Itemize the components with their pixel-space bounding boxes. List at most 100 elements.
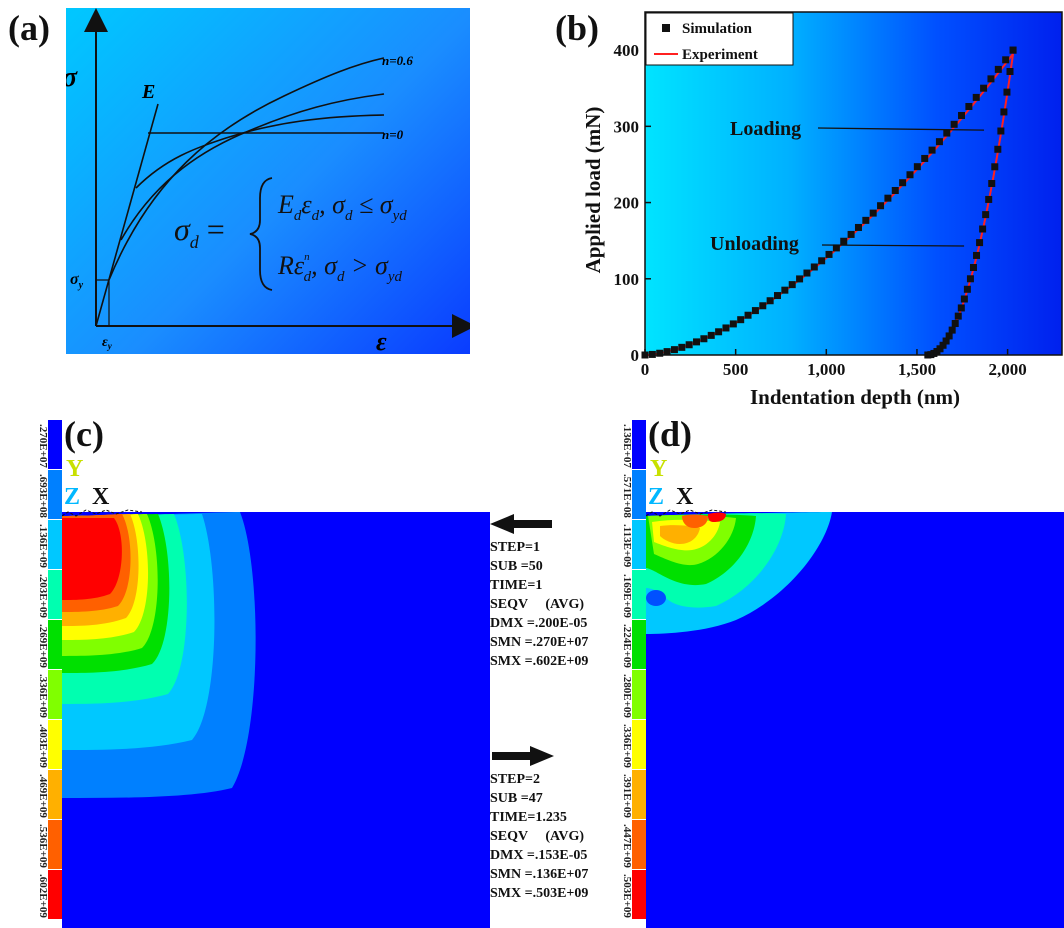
x-tick-label: 500 [723, 360, 749, 379]
colorbar-tick-label: .336E+09 [621, 724, 633, 768]
triad-y-label: Y [650, 456, 667, 482]
panel-b-label: (b) [555, 8, 599, 48]
colorbar-tick-label: .224E+09 [621, 624, 633, 668]
panel-d-label: (d) [648, 414, 692, 454]
simulation-loading-point [921, 154, 929, 162]
colorbar-tick-label: .136E+09 [37, 524, 49, 568]
colorbar-tick-label: .136E+07 [621, 424, 633, 468]
colorbar-tick-label: .693E+08 [37, 474, 49, 518]
simulation-loading-point [751, 307, 759, 315]
unloading-annotation-leader [821, 244, 965, 247]
simulation-loading-point [722, 324, 730, 332]
simulation-loading-point [759, 302, 767, 310]
simulation-unloading-point [985, 195, 993, 203]
x-tick-label: 0 [641, 360, 650, 379]
simulation-loading-point [810, 263, 818, 271]
step2-line-5: SMN =.136E+07 [490, 867, 589, 882]
load-depth-chart: 0 500 1,000 1,500 2,000 0 100 200 300 400 Loading… [581, 11, 1063, 409]
colorbar-c: .270E+07 .693E+08 .136E+09 .203E+09 .269E+09… [37, 420, 62, 919]
sigma-axis-label: σ [66, 62, 78, 93]
triad-y-label: Y [66, 456, 83, 482]
triad-x-label: X [676, 484, 694, 510]
colorbar-tick-label: .336E+09 [37, 674, 49, 718]
colorbar-tick-label: .403E+09 [37, 724, 49, 768]
loading-annotation-label: Loading [730, 118, 801, 140]
simulation-unloading-point [951, 320, 959, 327]
simulation-unloading-point [982, 211, 990, 219]
elastic-line [95, 103, 159, 327]
colorbar-band [48, 420, 62, 469]
colorbar-band [632, 470, 646, 519]
simulation-loading-point [796, 275, 804, 283]
curve-mid-1 [120, 93, 385, 241]
colorbar-tick-label: .602E+09 [37, 874, 49, 918]
stress-contour-c [62, 509, 490, 928]
simulation-loading-point [980, 84, 988, 92]
loading-annotation-leader [817, 127, 985, 131]
step1-line-0: STEP=1 [490, 540, 540, 555]
simulation-loading-point [788, 281, 796, 289]
y-tick-label: 400 [614, 41, 640, 60]
colorbar-band [632, 420, 646, 469]
simulation-loading-point [766, 297, 774, 305]
step2-line-0: STEP=2 [490, 772, 540, 787]
panel-c-label: (c) [64, 414, 104, 454]
simulation-loading-point [715, 328, 723, 336]
simulation-loading-point [832, 244, 840, 252]
simulation-loading-point [884, 194, 892, 202]
step2-line-4: DMX =.153E-05 [490, 848, 588, 863]
simulation-loading-point [737, 316, 745, 324]
simulation-loading-point [877, 202, 885, 210]
simulation-loading-point [825, 250, 833, 258]
simulation-loading-point [899, 179, 907, 187]
step2-info: STEP=2 SUB =47 TIME=1.235 SEQV (AVG) DMX =.1… [490, 770, 588, 903]
colorbar-band [48, 870, 62, 919]
curve-n-0-6 [108, 57, 385, 281]
arrow-right-icon [492, 746, 554, 766]
simulation-loading-point [862, 216, 870, 224]
x-tick-label: 2,000 [988, 360, 1026, 379]
simulation-unloading-point [997, 127, 1005, 135]
simulation-unloading-point [1009, 46, 1017, 54]
eps-y-label: εy [102, 335, 113, 351]
colorbar-band [48, 570, 62, 619]
colorbar-band [632, 670, 646, 719]
simulation-unloading-point [954, 312, 962, 320]
simulation-loading-point [803, 269, 811, 277]
yield-guide [96, 279, 110, 326]
simulation-loading-point [943, 129, 951, 137]
sigma-y-label: σy [70, 271, 84, 291]
simulation-loading-point [744, 311, 752, 319]
colorbar-band [48, 620, 62, 669]
simulation-loading-point [972, 93, 980, 101]
simulation-loading-point [994, 65, 1002, 73]
step1-line-1: SUB =50 [490, 559, 543, 574]
simulation-unloading-point [976, 239, 984, 247]
simulation-loading-point [847, 230, 855, 238]
simulation-loading-point [965, 103, 973, 111]
simulation-unloading-point [1006, 68, 1014, 75]
simulation-unloading-point [960, 295, 968, 303]
step2-line-1: SUB =47 [490, 791, 543, 806]
colorbar-tick-label: .113E+09 [621, 524, 633, 568]
colorbar-band [48, 670, 62, 719]
y-tick-label: 100 [614, 270, 640, 289]
x-tick-label: 1,000 [807, 360, 845, 379]
simulation-loading-point [950, 120, 958, 128]
simulation-loading-point [840, 237, 848, 245]
stress-strain-diagram: σ ε E n=0.6 n=0 σy εy σd= Edεd, σd ≤ σyd… [62, 8, 476, 356]
simulation-loading-point [987, 75, 995, 83]
triad-c: Y Z X [64, 456, 110, 510]
panel-a-label: (a) [8, 8, 50, 48]
simulation-loading-point [1002, 56, 1010, 64]
triad-d: Y Z X [648, 456, 694, 510]
colorbar-tick-label: .503E+09 [621, 874, 633, 918]
colorbar-tick-label: .391E+09 [621, 774, 633, 818]
simulation-loading-point [729, 320, 737, 328]
simulation-unloading-point [966, 275, 974, 283]
colorbar-band [632, 870, 646, 919]
simulation-unloading-point [1000, 108, 1008, 116]
colorbar-band [48, 470, 62, 519]
colorbar-tick-label: .203E+09 [37, 574, 49, 618]
triad-z-label: Z [64, 484, 80, 510]
